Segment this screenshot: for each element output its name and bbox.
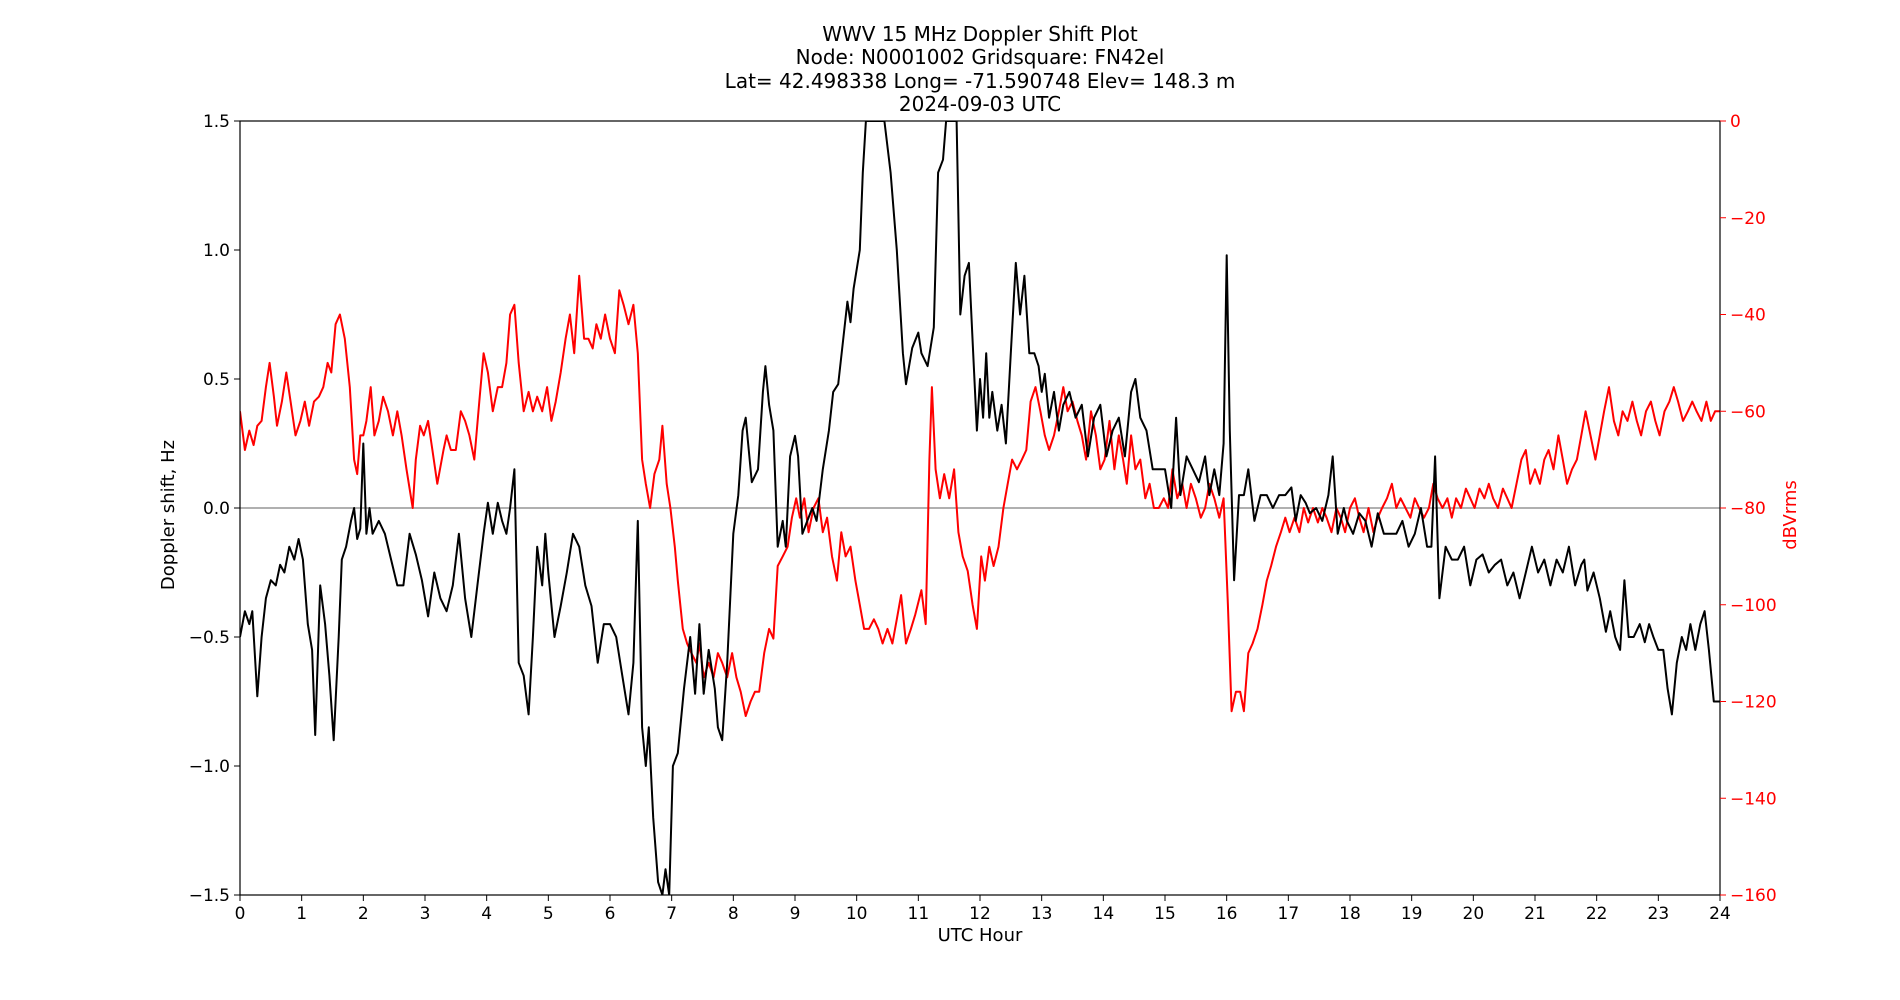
y2-tick-label: −120 [1730,693,1777,713]
x-tick-label: 14 [1093,904,1115,924]
x-tick-label: 1 [296,904,307,924]
y-tick-label: 1.5 [203,112,230,132]
series-layer [240,121,1720,895]
x-tick-label: 22 [1586,904,1608,924]
y2-tick-label: −20 [1730,209,1766,229]
y-axis-ticks: −1.5 −1.0 −0.5 0.0 0.5 1.0 1.5 [189,112,240,906]
title-line-1: WWV 15 MHz Doppler Shift Plot [822,22,1138,46]
x-tick-label: 12 [969,904,991,924]
y-tick-label: −1.0 [189,757,230,777]
x-axis-label: UTC Hour [938,925,1023,946]
y-tick-label: −1.5 [189,886,230,906]
x-tick-label: 0 [235,904,246,924]
x-tick-label: 24 [1709,904,1731,924]
x-tick-label: 6 [605,904,616,924]
y-tick-label: −0.5 [189,628,230,648]
x-tick-label: 9 [790,904,801,924]
x-tick-label: 13 [1031,904,1053,924]
x-tick-label: 11 [908,904,930,924]
x-tick-label: 4 [481,904,492,924]
y2-tick-label: −80 [1730,499,1766,519]
y2-axis-label: dBVrms [1780,480,1801,550]
x-tick-label: 3 [420,904,431,924]
y2-tick-label: 0 [1730,112,1741,132]
y2-tick-label: −100 [1730,596,1777,616]
x-tick-label: 10 [846,904,868,924]
y-axis-label: Doppler shift, Hz [158,440,179,590]
x-tick-label: 23 [1648,904,1670,924]
title-line-2: Node: N0001002 Gridsquare: FN42el [796,45,1165,69]
x-tick-label: 17 [1278,904,1300,924]
x-tick-label: 18 [1339,904,1361,924]
title-line-3: Lat= 42.498338 Long= -71.590748 Elev= 14… [725,69,1236,93]
title-line-4: 2024-09-03 UTC [899,92,1061,116]
x-tick-label: 19 [1401,904,1423,924]
x-tick-label: 21 [1524,904,1546,924]
doppler-series-line [240,121,1720,895]
y-tick-label: 0.0 [203,499,230,519]
y-tick-label: 0.5 [203,370,230,390]
x-tick-label: 20 [1463,904,1485,924]
power-series-line [240,274,1720,717]
x-tick-label: 5 [543,904,554,924]
y2-tick-label: −140 [1730,789,1777,809]
y2-tick-label: −60 [1730,402,1766,422]
y2-tick-label: −160 [1730,886,1777,906]
y2-tick-label: −40 [1730,306,1766,326]
x-tick-label: 7 [666,904,677,924]
x-tick-label: 16 [1216,904,1238,924]
chart-title: WWV 15 MHz Doppler Shift Plot Node: N000… [725,22,1236,116]
x-tick-label: 2 [358,904,369,924]
y2-axis-ticks: −160 −140 −120 −100 −80 −60 −40 −20 0 [1720,112,1777,906]
x-axis-ticks: 0 1 2 3 4 5 6 7 8 9 10 11 12 13 14 15 16 17 18 19 20 21 22 23 24 [235,895,1731,924]
y-tick-label: 1.0 [203,241,230,261]
x-tick-label: 15 [1154,904,1176,924]
x-tick-label: 8 [728,904,739,924]
